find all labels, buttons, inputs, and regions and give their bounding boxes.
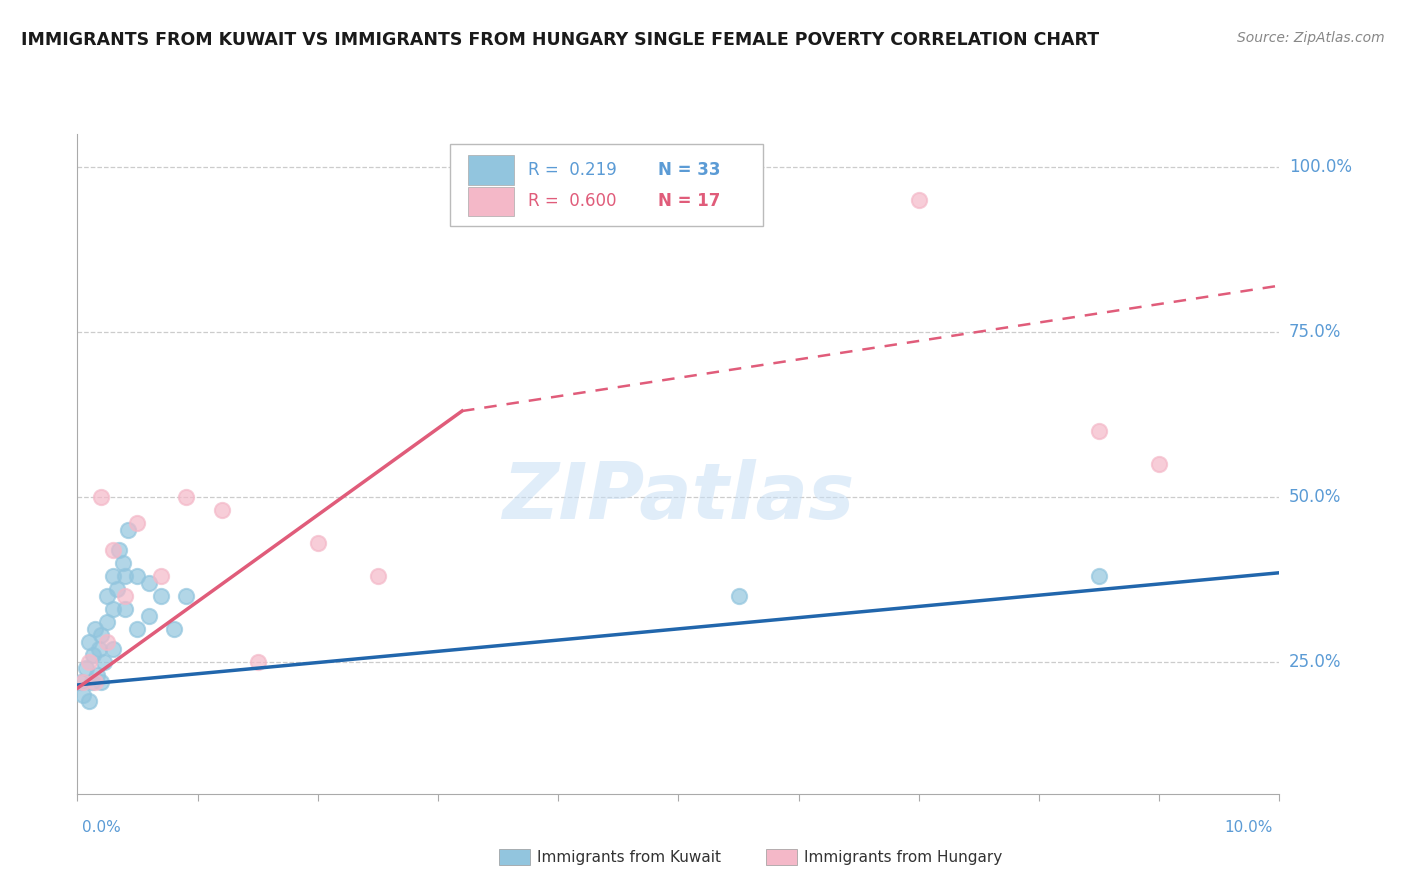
Point — [307, 536, 329, 550]
Point — [246, 655, 269, 669]
Point — [96, 589, 118, 603]
Bar — [499, 849, 530, 865]
FancyBboxPatch shape — [450, 144, 762, 227]
Point — [162, 622, 184, 636]
Point — [82, 648, 104, 663]
Point — [908, 193, 931, 207]
Point — [114, 589, 136, 603]
Point — [150, 569, 173, 583]
Text: N = 17: N = 17 — [658, 193, 720, 211]
Point — [127, 516, 149, 531]
Point — [103, 569, 125, 583]
Point — [86, 668, 108, 682]
Point — [1088, 569, 1111, 583]
Point — [127, 569, 149, 583]
Text: 50.0%: 50.0% — [1289, 488, 1341, 506]
Point — [96, 635, 118, 649]
Point — [114, 569, 136, 583]
Point — [174, 589, 197, 603]
Text: Immigrants from Kuwait: Immigrants from Kuwait — [537, 850, 721, 864]
Point — [84, 674, 107, 689]
Point — [114, 602, 136, 616]
Text: N = 33: N = 33 — [658, 161, 720, 178]
Point — [93, 655, 115, 669]
Text: 25.0%: 25.0% — [1289, 653, 1341, 671]
Point — [108, 542, 131, 557]
Y-axis label: Single Female Poverty: Single Female Poverty — [0, 379, 7, 549]
Point — [103, 542, 125, 557]
Point — [105, 582, 128, 597]
Text: 10.0%: 10.0% — [1225, 821, 1272, 835]
Bar — [468, 186, 513, 217]
Point — [1149, 457, 1171, 471]
Point — [138, 575, 160, 590]
Point — [103, 602, 125, 616]
Point — [79, 655, 101, 669]
Point — [211, 503, 233, 517]
Point — [72, 688, 94, 702]
Text: 75.0%: 75.0% — [1289, 323, 1341, 341]
Bar — [468, 155, 513, 185]
Text: ZIPatlas: ZIPatlas — [502, 458, 855, 535]
Bar — [766, 849, 797, 865]
Text: 0.0%: 0.0% — [82, 821, 121, 835]
Text: R =  0.600: R = 0.600 — [529, 193, 617, 211]
Point — [70, 674, 93, 689]
Point — [1088, 424, 1111, 438]
Point — [80, 674, 103, 689]
Point — [111, 556, 134, 570]
Text: Source: ZipAtlas.com: Source: ZipAtlas.com — [1237, 31, 1385, 45]
Text: IMMIGRANTS FROM KUWAIT VS IMMIGRANTS FROM HUNGARY SINGLE FEMALE POVERTY CORRELAT: IMMIGRANTS FROM KUWAIT VS IMMIGRANTS FRO… — [21, 31, 1099, 49]
Point — [90, 490, 112, 504]
Point — [127, 622, 149, 636]
Point — [90, 628, 112, 642]
Point — [138, 608, 160, 623]
Text: 100.0%: 100.0% — [1289, 158, 1353, 176]
Point — [79, 635, 101, 649]
Point — [103, 641, 125, 656]
Point — [96, 615, 118, 630]
Point — [75, 661, 97, 675]
Point — [367, 569, 389, 583]
Point — [72, 674, 94, 689]
Text: Immigrants from Hungary: Immigrants from Hungary — [804, 850, 1002, 864]
Point — [117, 523, 139, 537]
Point — [174, 490, 197, 504]
Point — [90, 674, 112, 689]
Point — [87, 641, 110, 656]
Text: R =  0.219: R = 0.219 — [529, 161, 617, 178]
Point — [84, 622, 107, 636]
Point — [79, 694, 101, 708]
Point — [727, 589, 749, 603]
Point — [150, 589, 173, 603]
